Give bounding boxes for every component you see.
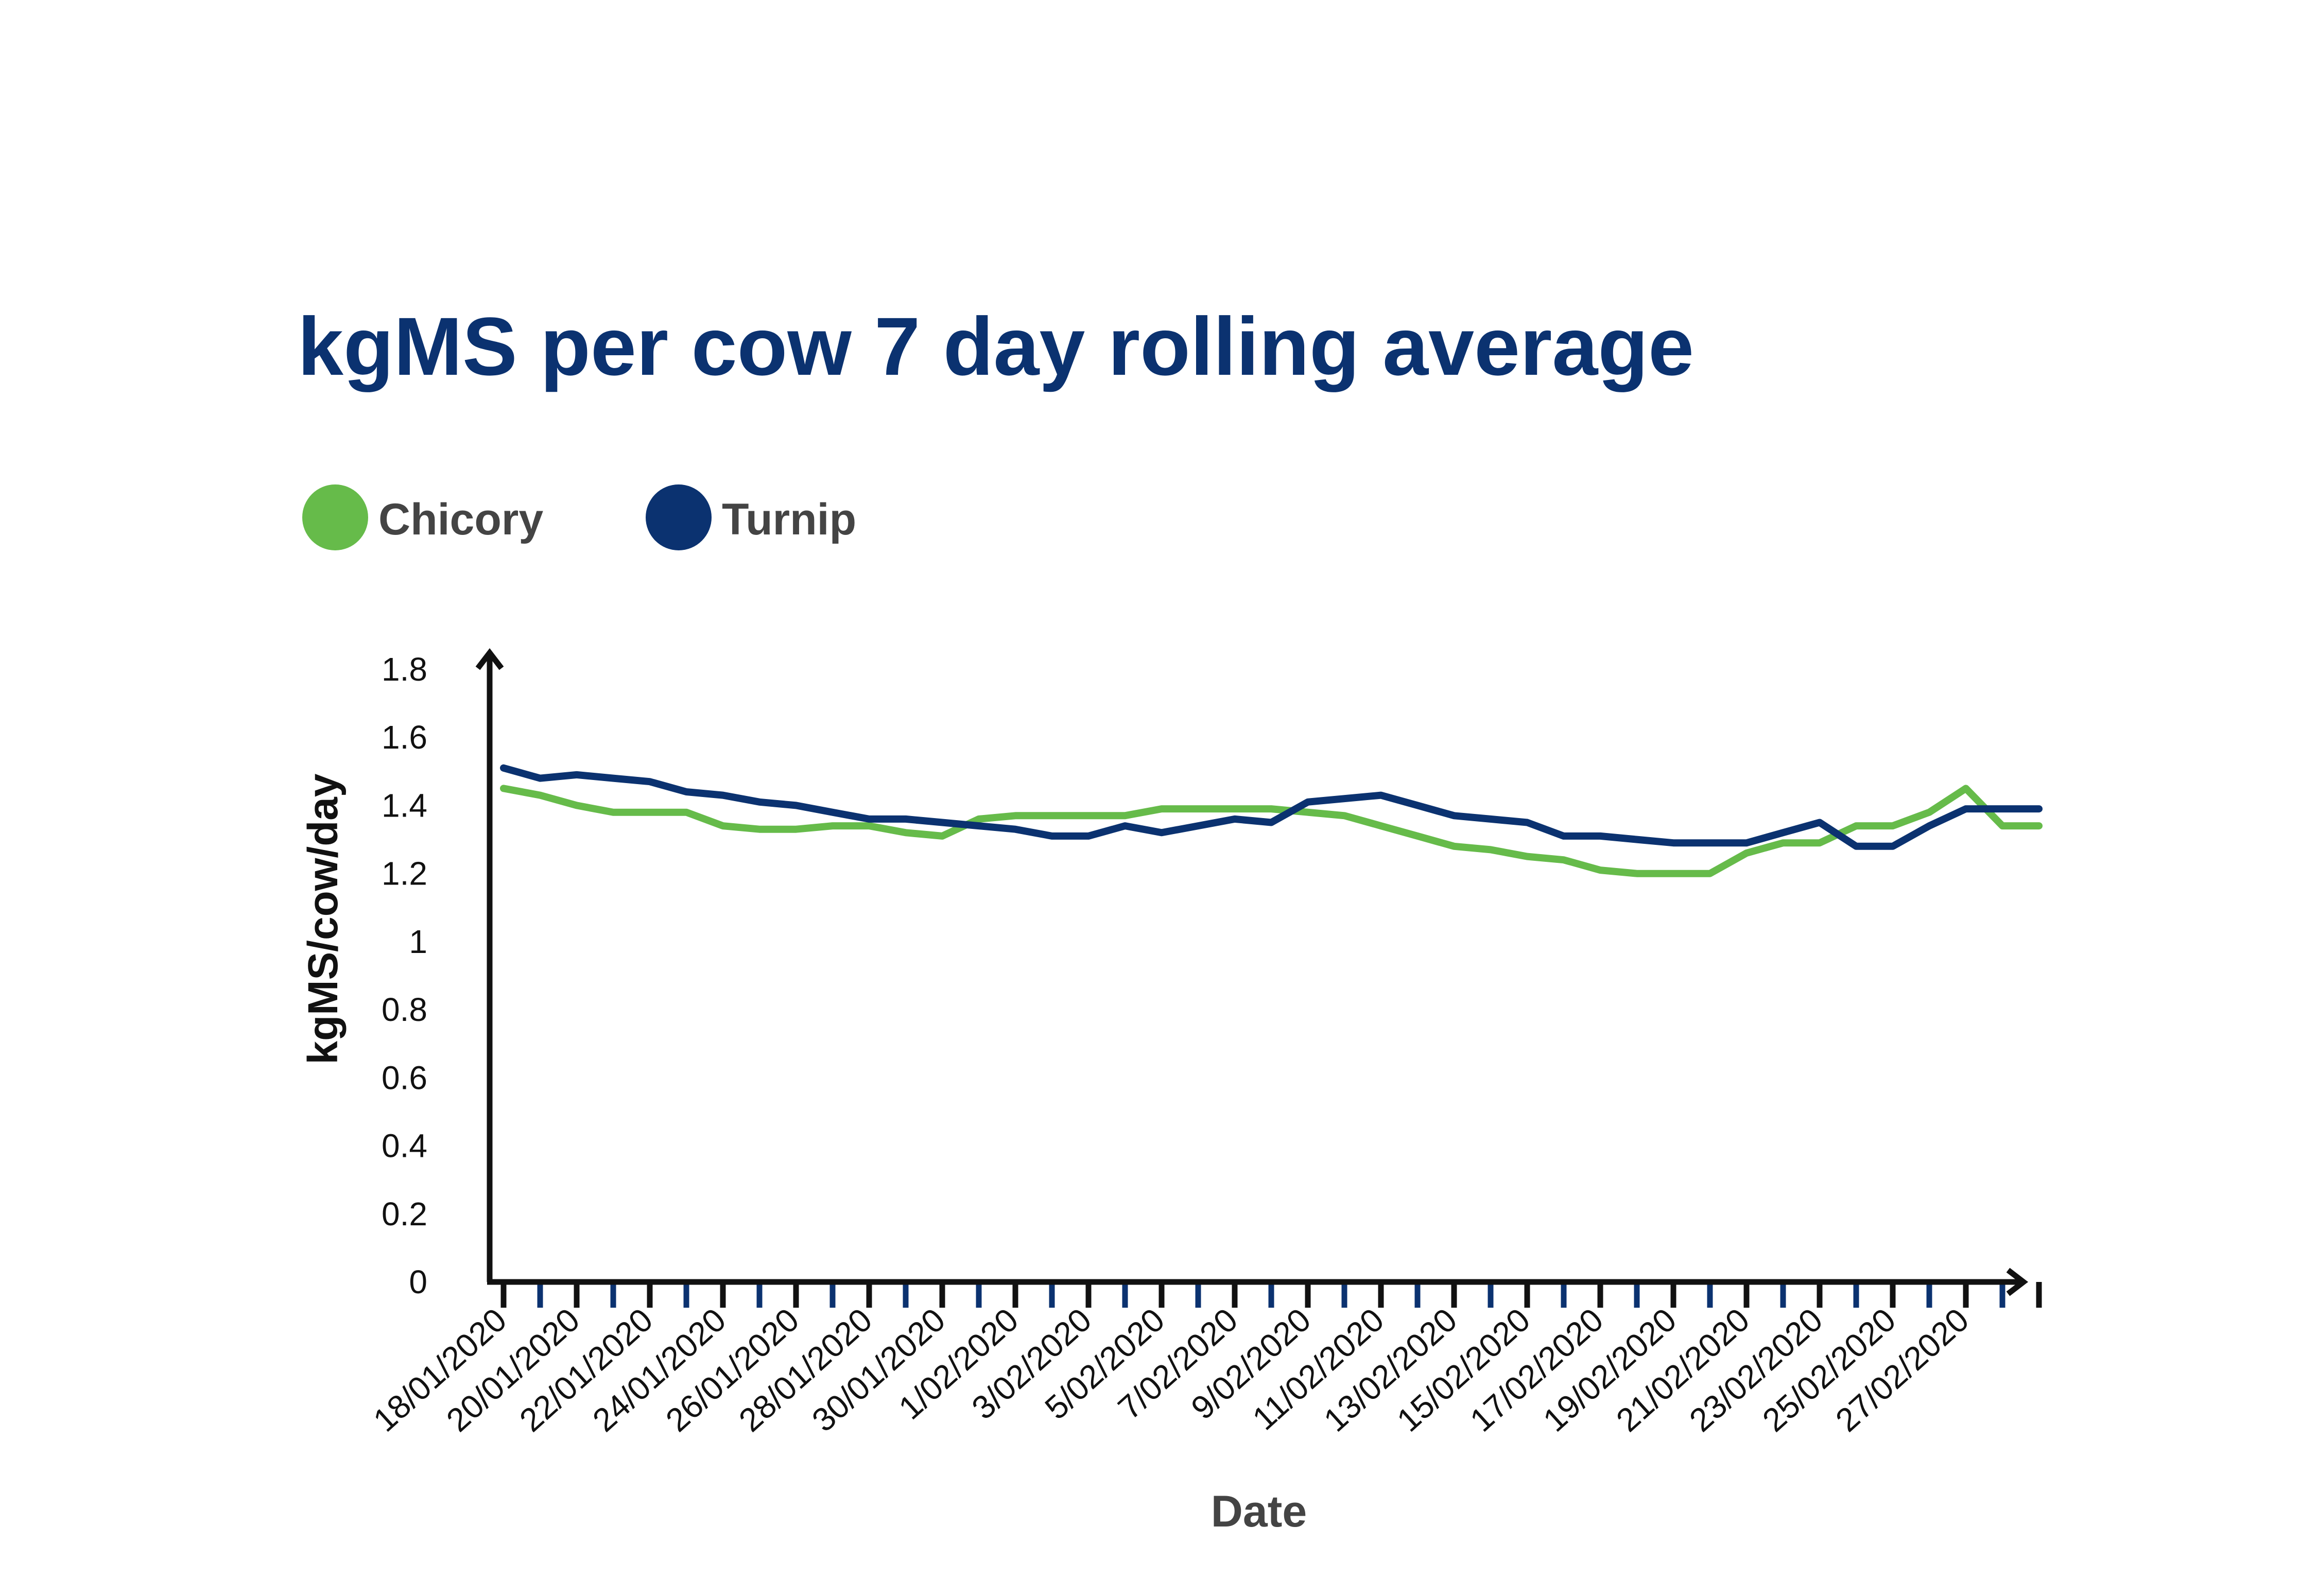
legend: Chicory Turnip bbox=[302, 484, 856, 550]
legend-marker-turnip bbox=[646, 484, 712, 550]
y-axis-title: kgMS/cow/day bbox=[300, 773, 347, 1064]
y-tick-label: 1.8 bbox=[382, 651, 427, 688]
y-axis-arrow-icon bbox=[475, 648, 504, 670]
series-line-turnip bbox=[500, 764, 2043, 850]
x-axis-title: Date bbox=[1211, 1487, 1307, 1536]
y-tick-label: 1.4 bbox=[382, 787, 427, 824]
legend-marker-chicory bbox=[302, 484, 368, 550]
series-layer bbox=[500, 764, 2043, 877]
y-tick-label: 0 bbox=[409, 1263, 427, 1300]
y-tick-label: 0.6 bbox=[382, 1059, 427, 1096]
y-tick-label: 0.4 bbox=[382, 1127, 427, 1165]
legend-label-turnip: Turnip bbox=[722, 495, 856, 544]
y-tick-label: 0.8 bbox=[382, 991, 427, 1028]
y-tick-label: 1 bbox=[409, 923, 427, 960]
legend-label-chicory: Chicory bbox=[378, 495, 543, 544]
y-axis-ticks: 0 0.2 0.4 0.6 0.8 1 1.2 1.4 1.6 1.8 bbox=[382, 651, 427, 1300]
series-line-chicory bbox=[500, 785, 2043, 877]
y-tick-label: 1.6 bbox=[382, 719, 427, 756]
x-axis-arrow-icon bbox=[2006, 1268, 2029, 1296]
y-tick-label: 0.2 bbox=[382, 1195, 427, 1233]
y-tick-label: 1.2 bbox=[382, 855, 427, 892]
chart-title: kgMS per cow 7 day rolling average bbox=[298, 300, 1694, 392]
x-axis-ticks: 18/01/202020/01/202022/01/202024/01/2020… bbox=[366, 1282, 2042, 1439]
axes bbox=[475, 648, 2029, 1296]
